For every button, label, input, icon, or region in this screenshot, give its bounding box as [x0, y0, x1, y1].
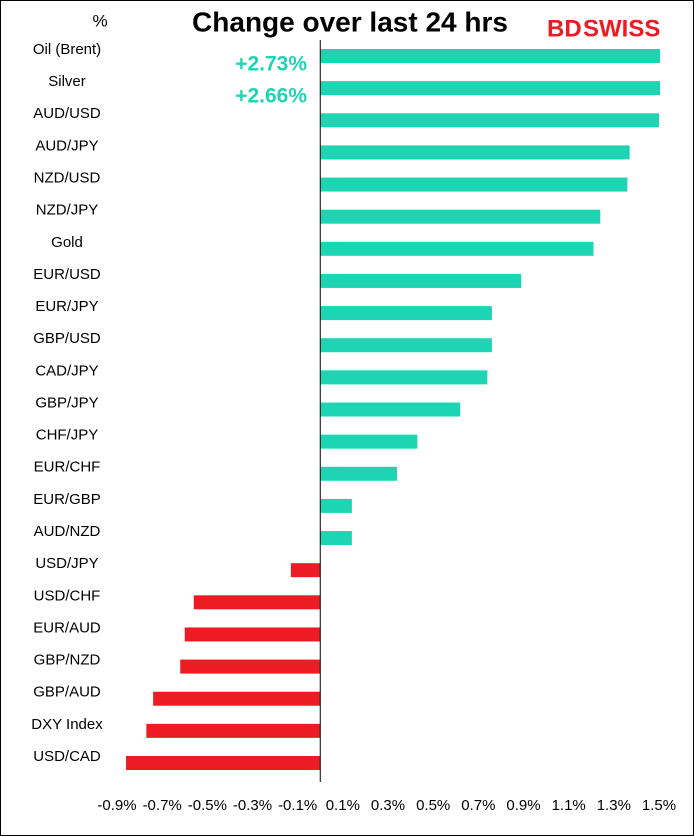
y-tick-label: CAD/JPY: [35, 362, 98, 379]
value-label: +2.66%: [235, 85, 307, 108]
y-tick-label: Silver: [48, 73, 86, 90]
bar: [320, 370, 488, 385]
y-tick-label: NZD/USD: [34, 170, 101, 187]
bar: [320, 531, 352, 546]
x-tick-label: 0.9%: [506, 797, 540, 814]
x-tick-label: -0.1%: [278, 797, 317, 814]
y-tick-label: GBP/AUD: [33, 684, 101, 701]
brand-part: SWISS: [583, 15, 660, 42]
y-tick-label: EUR/JPY: [35, 298, 98, 315]
x-tick-label: -0.3%: [233, 797, 272, 814]
brand-part: BD: [547, 15, 582, 42]
bar: [320, 434, 418, 449]
bar: [180, 659, 321, 674]
y-tick-label: EUR/CHF: [34, 459, 101, 476]
bar: [320, 306, 492, 321]
bar: [320, 273, 522, 288]
y-tick-label: EUR/USD: [33, 266, 101, 283]
y-tick-label: USD/JPY: [35, 555, 98, 572]
bar: [320, 145, 630, 160]
y-tick-label: DXY Index: [31, 716, 103, 733]
x-tick-label: 0.5%: [416, 797, 450, 814]
y-tick-label: CHF/JPY: [36, 427, 99, 444]
bar: [320, 338, 492, 353]
y-tick-label: AUD/NZD: [34, 523, 101, 540]
x-tick-label: 1.5%: [642, 797, 676, 814]
y-tick-label: AUD/USD: [33, 105, 101, 122]
x-tick-label: 1.3%: [597, 797, 631, 814]
bar: [320, 81, 660, 96]
x-tick-label: 1.1%: [552, 797, 586, 814]
x-tick-label: 0.3%: [371, 797, 405, 814]
bar: [320, 498, 352, 513]
bar: [320, 113, 659, 128]
y-tick-label: Oil (Brent): [33, 41, 101, 58]
y-tick-label: USD/CAD: [33, 748, 101, 765]
bar: [184, 627, 321, 642]
bar: [193, 595, 321, 610]
y-tick-label: Gold: [51, 234, 83, 251]
x-tick-label: 0.1%: [326, 797, 360, 814]
bar: [126, 756, 321, 770]
y-tick-label: EUR/GBP: [33, 491, 101, 508]
y-tick-label: GBP/USD: [33, 330, 101, 347]
x-tick-label: -0.9%: [97, 797, 136, 814]
x-tick-label: 0.7%: [461, 797, 495, 814]
x-tick-label: -0.5%: [188, 797, 227, 814]
bar: [153, 691, 321, 706]
bar: [320, 177, 628, 192]
value-label: +2.73%: [235, 53, 307, 76]
x-tick-label: -0.7%: [143, 797, 182, 814]
bar: [320, 466, 398, 481]
bar: [320, 402, 461, 417]
chart-title: Change over last 24 hrs: [192, 6, 508, 37]
bar: [290, 563, 321, 578]
bar: [146, 723, 321, 738]
y-tick-label: AUD/JPY: [35, 137, 98, 154]
y-tick-label: USD/CHF: [34, 587, 101, 604]
y-tick-label: NZD/JPY: [36, 202, 99, 219]
bar: [320, 241, 594, 256]
bar: [320, 49, 660, 63]
y-tick-label: EUR/AUD: [33, 619, 101, 636]
y-axis-label: %: [92, 11, 107, 30]
y-tick-label: GBP/NZD: [34, 652, 101, 669]
y-tick-label: GBP/JPY: [35, 394, 98, 411]
bar: [320, 209, 601, 224]
